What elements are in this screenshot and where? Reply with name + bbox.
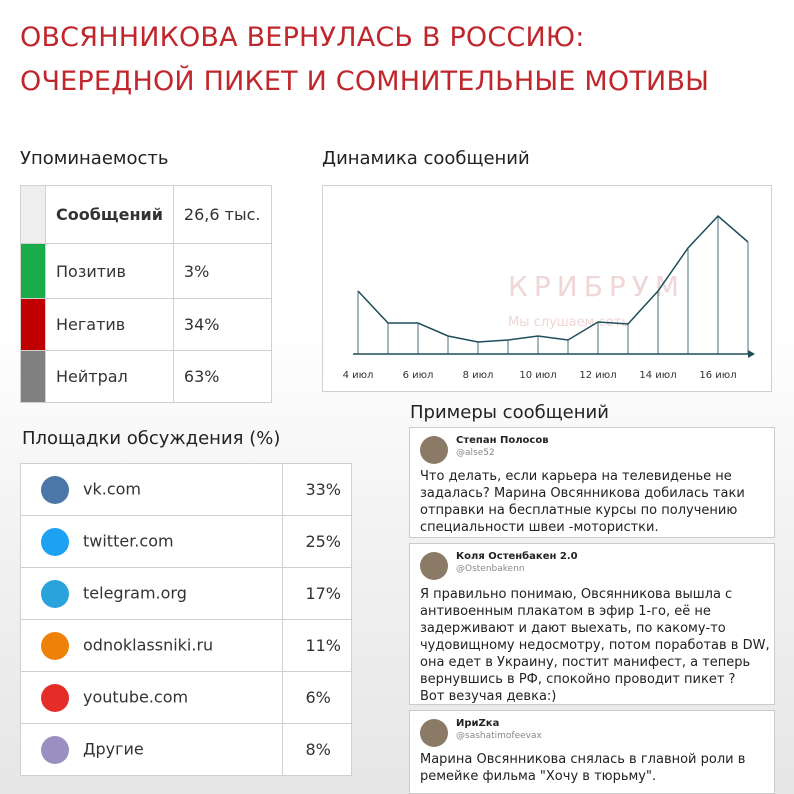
handle: @sashatimofeevax (456, 731, 542, 741)
row: twitter.com 25% (19, 515, 352, 568)
handle: @Ostenbakenn (456, 564, 525, 574)
text-line: Что делать, если карьера на телевиденье … (420, 469, 732, 484)
text-line: чудовищному недосмотру, потом поработав … (420, 638, 770, 653)
message-card: Коля Остенбакен 2.0 @Ostenbakenn Я правиль… (409, 543, 775, 705)
text-line: антивоенным плакатом в эфир 1-го, её не (420, 604, 711, 619)
row: youtube.com 6% (19, 671, 352, 724)
x-tick-label: 8 июл (463, 370, 494, 381)
message-text: Я правильно понимаю, Овсянникова вышла с… (420, 586, 770, 705)
cell: vk.com (19, 463, 284, 516)
icon (41, 683, 69, 712)
cell: Позитив (45, 243, 174, 299)
x-tick-label: 14 июл (639, 370, 676, 381)
title: ОЧЕРЕДНОЙ ПИКЕТ И СОМНИТЕЛЬНЫЕ МОТИВЫ (20, 66, 710, 97)
watermark: Мы слушаем сеть (508, 315, 629, 330)
cell: Негатив (45, 298, 174, 351)
cell: Сообщений (45, 185, 174, 244)
cell: 3% (172, 243, 273, 299)
cell: odnoklassniki.ru (19, 619, 284, 672)
text-line: она едет в Украину, постит манифест, а т… (420, 655, 751, 670)
x-tick-label: 12 июл (579, 370, 616, 381)
icon (41, 735, 69, 764)
axis-arrow (748, 350, 755, 358)
text-line: задерживают и дают выехать, по какому-то (420, 621, 726, 636)
message-text: Марина Овсянникова снялась в главной рол… (420, 751, 745, 785)
icon (41, 579, 69, 608)
text-line: вернувшись в РФ, спокойно проводит пикет… (420, 672, 736, 687)
author: Степан Полосов (456, 435, 549, 446)
section-title: Площадки обсуждения (%) (22, 428, 281, 449)
icon (41, 631, 69, 660)
row: telegram.org 17% (19, 567, 352, 620)
message-card: ИриZка @sashatimofeevax Марина Овсянникова… (409, 710, 775, 794)
x-tick-label: 6 июл (403, 370, 434, 381)
avatar (420, 436, 448, 464)
platform-name: vk.com (83, 479, 141, 498)
icon (41, 475, 69, 504)
text-line: ремейке фильма "Хочу в тюрьму". (420, 769, 657, 784)
cell: twitter.com (19, 515, 284, 568)
message-card: Степан Полосов @alse52 Что делать, если ка… (409, 427, 775, 538)
cell: 25% (282, 515, 352, 568)
watermark: КРИБРУМ (508, 270, 685, 303)
row: Другие 8% (19, 723, 352, 776)
cell: Другие (19, 723, 284, 776)
x-tick-label: 10 июл (519, 370, 556, 381)
cell: 26,6 тыс. (172, 185, 273, 244)
platform-name: twitter.com (83, 531, 174, 550)
avatar (420, 719, 448, 747)
cell: Нейтрал (45, 350, 174, 403)
text-line: Марина Овсянникова снялась в главной рол… (420, 752, 746, 767)
cell: 11% (282, 619, 352, 672)
row: odnoklassniki.ru 11% (19, 619, 352, 672)
section-title: Динамика сообщений (322, 148, 530, 169)
section-title: Упоминаемость (20, 148, 169, 169)
avatar (420, 552, 448, 580)
platform-name: youtube.com (83, 687, 189, 706)
platform-name: Другие (83, 739, 144, 758)
cell: 63% (172, 350, 273, 403)
x-tick-label: 4 июл (343, 370, 374, 381)
text-line: задалась? Марина Овсянникова добилась та… (420, 486, 745, 501)
author: Коля Остенбакен 2.0 (456, 551, 578, 562)
icon (41, 527, 69, 556)
platforms-table: vk.com 33% twitter.com 25% telegram.org 17% od… (19, 463, 352, 776)
text-line: специальности швеи -мотористки. (420, 520, 659, 535)
cell: telegram.org (19, 567, 284, 620)
chart: КРИБРУМ Мы слушаем сеть 4 июл 6 июл 8 июл 1… (322, 185, 772, 392)
text-line: Я правильно понимаю, Овсянникова вышла с (420, 587, 733, 602)
text-line: Вот везучая девка:) (420, 689, 557, 704)
line (357, 214, 749, 343)
mentions-table: Сообщений 26,6 тыс. Позитив 3% Негатив 34% … (20, 185, 273, 403)
section-title: Примеры сообщений (410, 402, 609, 423)
cell: 33% (282, 463, 352, 516)
x-tick-label: 16 июл (699, 370, 736, 381)
cell: 17% (282, 567, 352, 620)
cell: 6% (282, 671, 352, 724)
message-text: Что делать, если карьера на телевиденье … (420, 468, 745, 536)
handle: @alse52 (456, 448, 495, 458)
platform-name: odnoklassniki.ru (83, 635, 214, 654)
text-line: отправки на бесплатные курсы по получени… (420, 503, 738, 518)
title: ОВСЯННИКОВА ВЕРНУЛАСЬ В РОССИЮ: (20, 22, 585, 53)
cell: youtube.com (19, 671, 284, 724)
cell: 34% (172, 298, 273, 351)
row: vk.com 33% (19, 463, 352, 516)
cell: 8% (282, 723, 352, 776)
author: ИриZка (456, 718, 500, 729)
platform-name: telegram.org (83, 583, 187, 602)
